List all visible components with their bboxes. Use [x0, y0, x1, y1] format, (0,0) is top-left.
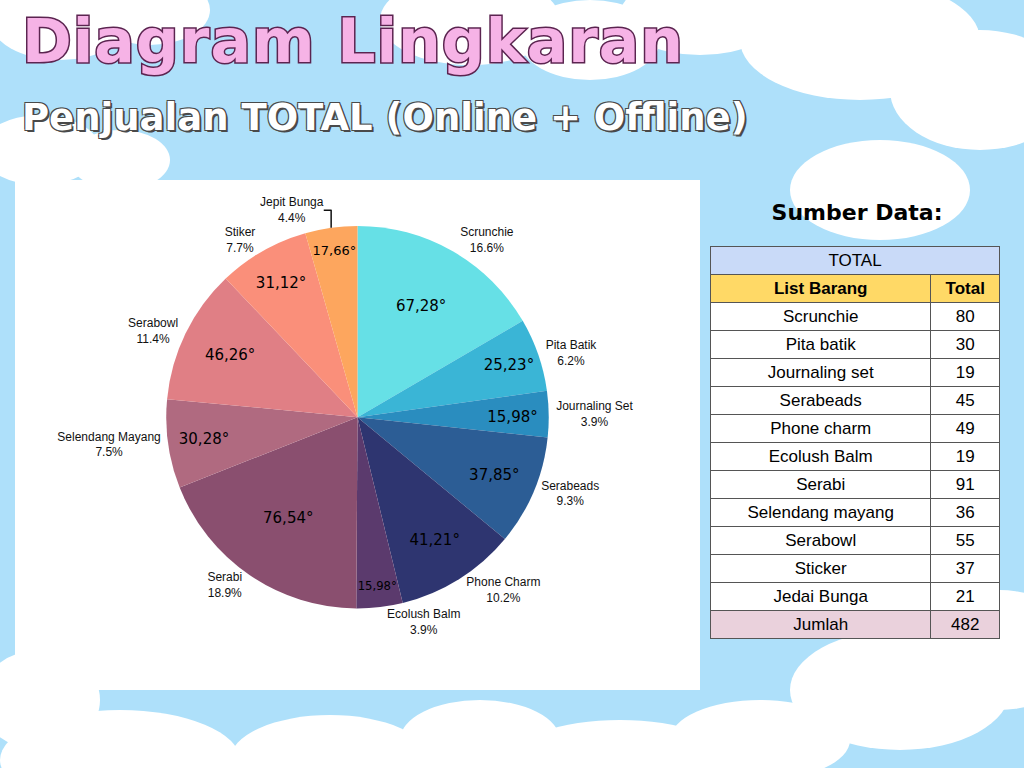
- html-text:30: 30: [955, 334, 975, 354]
- svg-text:76,54°: 76,54°: [263, 509, 313, 527]
- svg-text:Jepit Bunga4.4%: Jepit Bunga4.4%: [260, 195, 324, 225]
- html-text:List Barang: List Barang: [774, 278, 868, 298]
- svg-text:15,98°: 15,98°: [358, 579, 397, 593]
- html-text:Diagram Lingkaran: Diagram Lingkaran: [22, 6, 684, 76]
- html-text:Jumlah: Jumlah: [793, 614, 849, 634]
- html-text:Selendang mayang: Selendang mayang: [747, 502, 894, 522]
- svg-text:Pita Batik6.2%: Pita Batik6.2%: [546, 338, 598, 368]
- html-text:91: 91: [955, 474, 975, 494]
- svg-text:25,23°: 25,23°: [484, 356, 534, 374]
- html-text:Sumber Data:: Sumber Data:: [771, 200, 943, 225]
- svg-text:Stiker7.7%: Stiker7.7%: [225, 225, 256, 255]
- html-text:482: 482: [951, 614, 980, 634]
- html-text:21: 21: [955, 586, 975, 606]
- svg-text:17,66°: 17,66°: [313, 243, 357, 258]
- html-text:Ecolush Balm: Ecolush Balm: [768, 446, 873, 466]
- html-text:80: 80: [955, 306, 975, 326]
- svg-text:30,28°: 30,28°: [179, 430, 229, 448]
- html-text:TOTAL: TOTAL: [828, 250, 882, 270]
- svg-text:46,26°: 46,26°: [205, 346, 255, 364]
- html-text:37: 37: [955, 558, 975, 578]
- html-text:Jedai Bunga: Jedai Bunga: [773, 586, 868, 606]
- html-text:36: 36: [955, 502, 975, 522]
- svg-text:37,85°: 37,85°: [469, 466, 519, 484]
- svg-text:41,21°: 41,21°: [409, 531, 459, 549]
- svg-text:Ecolush Balm3.9%: Ecolush Balm3.9%: [387, 607, 460, 637]
- svg-text:Serabeads9.3%: Serabeads9.3%: [541, 479, 599, 509]
- html-text:Sticker: Sticker: [794, 558, 847, 578]
- html-text:Serabi: Serabi: [796, 474, 846, 494]
- svg-text:Scrunchie16.6%: Scrunchie16.6%: [460, 225, 514, 255]
- html-text:Scrunchie: Scrunchie: [782, 306, 859, 326]
- html-text:19: 19: [955, 362, 975, 382]
- html-text:Total: Total: [945, 278, 985, 298]
- svg-text:Phone Charm10.2%: Phone Charm10.2%: [466, 575, 540, 605]
- html-text:49: 49: [955, 418, 975, 438]
- html-text:Journaling set: Journaling set: [767, 362, 874, 382]
- html-text:Phone charm: Phone charm: [770, 418, 872, 438]
- html-text:45: 45: [955, 390, 975, 410]
- svg-text:67,28°: 67,28°: [396, 297, 446, 315]
- html-text:Serabowl: Serabowl: [785, 530, 857, 550]
- html-text:19: 19: [955, 446, 975, 466]
- svg-text:15,98°: 15,98°: [487, 408, 537, 426]
- html-text:Penjualan TOTAL (Online + Offl: Penjualan TOTAL (Online + Offline): [22, 96, 748, 139]
- html-text:55: 55: [955, 530, 975, 550]
- svg-text:31,12°: 31,12°: [256, 274, 306, 292]
- svg-text:Serabowl11.4%: Serabowl11.4%: [128, 316, 178, 346]
- html-text:Pita batik: Pita batik: [785, 334, 856, 354]
- svg-text:Journaling Set3.9%: Journaling Set3.9%: [556, 399, 633, 429]
- html-text:Serabeads: Serabeads: [779, 390, 862, 410]
- svg-text:Selendang Mayang7.5%: Selendang Mayang7.5%: [57, 430, 160, 460]
- svg-text:Serabi18.9%: Serabi18.9%: [207, 570, 242, 600]
